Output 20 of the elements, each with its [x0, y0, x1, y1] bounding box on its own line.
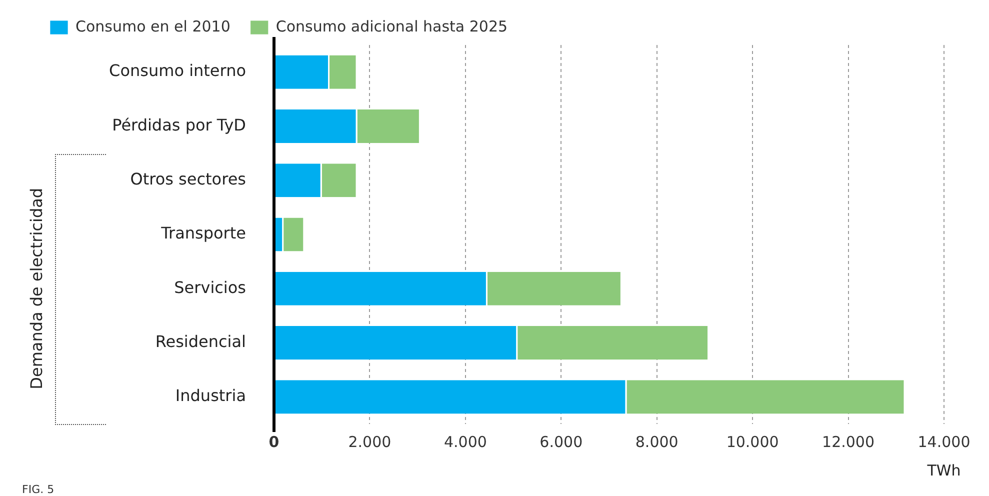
x-tick-label: 12.000: [822, 432, 875, 451]
x-tick-label: 4.000: [444, 432, 487, 451]
y-tick-label: Otros sectores: [130, 170, 246, 189]
y-tick-label: Industria: [175, 386, 246, 406]
x-tick-label: 8.000: [635, 432, 678, 451]
y-tick-label: Pérdidas por TyD: [112, 115, 246, 134]
x-tick-label: 10.000: [726, 432, 779, 451]
y-tick-label: Servicios: [174, 278, 246, 297]
x-axis-title: TWh: [926, 461, 961, 480]
y-tick-label: Consumo interno: [109, 61, 246, 80]
x-tick-label: 2.000: [348, 432, 392, 451]
y-tick-label: Residencial: [155, 332, 246, 351]
x-tick-label: 0: [268, 432, 280, 451]
caption: FIG. 5: [22, 483, 54, 496]
legend-label: Consumo en el 2010: [76, 17, 230, 36]
x-tick-label: 14.000: [918, 432, 970, 451]
y-tick-label: Transporte: [160, 224, 246, 243]
legend-label: Consumo adicional hasta 2025: [276, 17, 508, 36]
y-axis-title: Demanda de electricidad: [27, 188, 46, 390]
x-tick-label: 6.000: [540, 432, 583, 451]
